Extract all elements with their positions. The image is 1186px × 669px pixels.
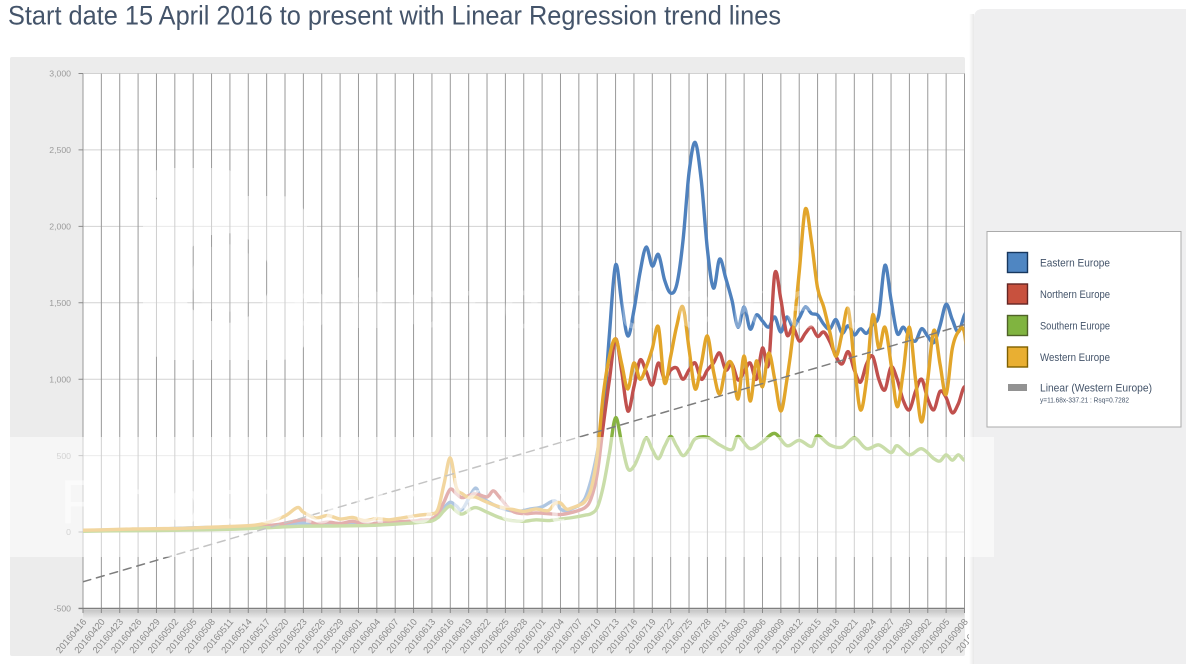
svg-text:Northern Europe: Northern Europe	[1040, 289, 1110, 301]
svg-text:3,000: 3,000	[49, 69, 71, 79]
svg-text:2,000: 2,000	[49, 222, 71, 232]
svg-text:Start date 15 April 2016 to pr: Start date 15 April 2016 to present with…	[8, 0, 781, 30]
svg-text:photobucket: photobucket	[290, 265, 880, 343]
svg-text:Western Europe: Western Europe	[1040, 352, 1110, 364]
svg-text:Eastern Europe: Eastern Europe	[1040, 258, 1110, 270]
svg-text:2,500: 2,500	[49, 145, 71, 155]
svg-text:y=11.68x-337.21 : Rsq=0.7282: y=11.68x-337.21 : Rsq=0.7282	[1040, 398, 1129, 405]
svg-text:-500: -500	[54, 604, 72, 614]
svg-text:Southern Europe: Southern Europe	[1040, 321, 1110, 333]
svg-text:Photobucket: Photobucket	[60, 468, 581, 537]
svg-text:1,500: 1,500	[49, 298, 71, 308]
svg-text:1,000: 1,000	[49, 374, 71, 384]
svg-text:Linear (Western Europe): Linear (Western Europe)	[1040, 383, 1152, 395]
